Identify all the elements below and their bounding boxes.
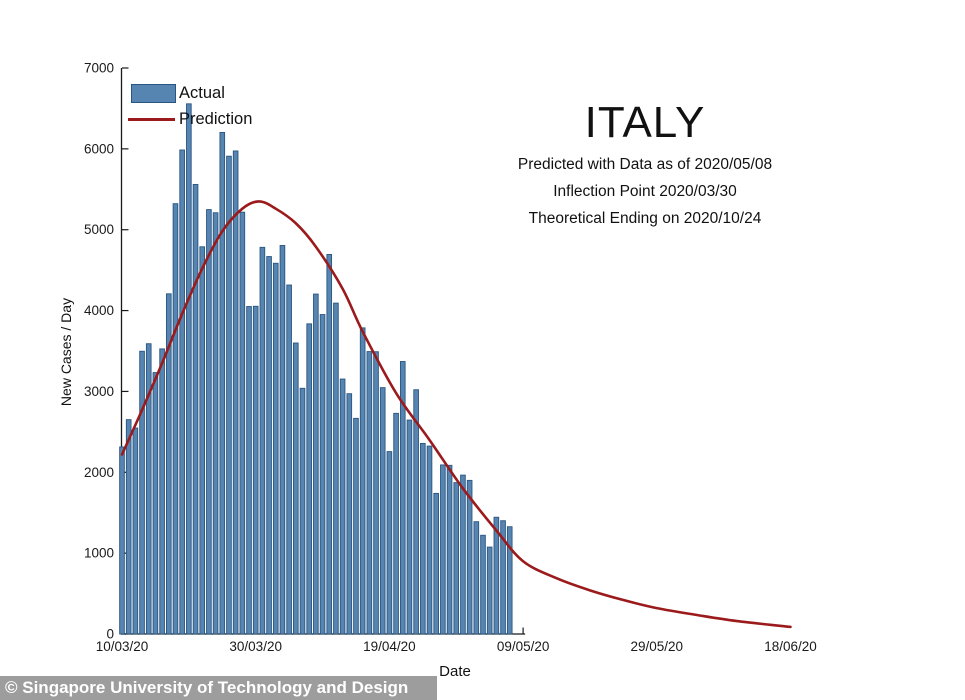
- y-tick-label: 6000: [84, 141, 114, 156]
- x-axis-title: Date: [439, 663, 471, 680]
- bar-actual-19: [246, 306, 252, 635]
- bar-actual-58: [506, 526, 513, 635]
- bar-actual-48: [440, 464, 446, 635]
- bar-actual-56: [493, 516, 500, 635]
- chart-title: ITALY: [584, 98, 706, 147]
- legend-prediction-line: [128, 118, 175, 121]
- x-tick-label: 30/03/20: [229, 639, 282, 654]
- bar-actual-1: [125, 419, 132, 635]
- y-tick-label: 0: [106, 627, 114, 642]
- bar-actual-16: [226, 155, 232, 635]
- bar-actual-54: [480, 534, 486, 635]
- y-tick-label: 5000: [84, 222, 114, 237]
- bar-actual-38: [373, 351, 379, 635]
- bar-actual-14: [212, 212, 219, 635]
- bar-actual-33: [339, 378, 346, 635]
- bar-actual-32: [333, 302, 339, 635]
- bar-actual-20: [252, 305, 259, 635]
- y-tick-label: 3000: [84, 384, 114, 399]
- bar-actual-5: [152, 372, 159, 635]
- bar-actual-36: [359, 327, 366, 635]
- bar-actual-29: [313, 293, 319, 635]
- bar-actual-52: [466, 479, 473, 635]
- bar-actual-23: [272, 262, 279, 635]
- legend-actual-swatch: [131, 84, 176, 103]
- bar-actual-34: [346, 393, 353, 635]
- bar-actual-15: [219, 131, 226, 635]
- bar-actual-8: [172, 203, 179, 635]
- bar-actual-25: [286, 284, 292, 635]
- bar-actual-39: [379, 387, 386, 635]
- bar-actual-40: [386, 451, 393, 635]
- y-tick-label: 2000: [84, 465, 114, 480]
- bar-actual-7: [165, 293, 172, 635]
- bar-actual-30: [319, 314, 326, 635]
- bar-actual-44: [413, 389, 419, 635]
- bar-actual-24: [279, 245, 286, 635]
- subtitle-inflection-point: Inflection Point 2020/03/30: [553, 183, 737, 200]
- bar-actual-57: [500, 520, 506, 635]
- subtitle-data-as-of: Predicted with Data as of 2020/05/08: [517, 156, 773, 173]
- bar-actual-31: [326, 254, 333, 635]
- bar-actual-21: [259, 246, 266, 635]
- bar-actual-9: [179, 149, 185, 635]
- bar-actual-51: [460, 474, 466, 635]
- bar-actual-10: [186, 103, 192, 635]
- bar-actual-27: [299, 387, 306, 635]
- bar-actual-3: [139, 350, 145, 635]
- prediction-curve: [120, 200, 792, 629]
- bar-actual-6: [159, 348, 165, 635]
- bar-actual-41: [393, 412, 399, 635]
- y-tick-label: 1000: [84, 546, 114, 561]
- x-tick-label: 18/06/20: [764, 639, 817, 654]
- bar-actual-4: [145, 343, 152, 635]
- x-tick-label: 19/04/20: [363, 639, 416, 654]
- bar-actual-49: [446, 464, 453, 635]
- bar-actual-0: [119, 446, 125, 635]
- bar-actual-26: [293, 342, 299, 635]
- bar-actual-13: [206, 209, 212, 635]
- bar-actual-22: [266, 256, 272, 635]
- bar-actual-2: [132, 427, 139, 635]
- chart-subtitles: Predicted with Data as of 2020/05/08 Inf…: [430, 151, 860, 232]
- y-tick-label: 4000: [84, 303, 114, 318]
- bar-actual-47: [433, 492, 439, 635]
- y-tick-label: 7000: [84, 61, 114, 76]
- bar-actual-17: [232, 150, 239, 635]
- bar-actual-35: [353, 417, 359, 635]
- bar-actual-18: [239, 211, 246, 635]
- attribution-banner: © Singapore University of Technology and…: [0, 676, 437, 700]
- x-tick-label: 10/03/20: [96, 639, 149, 654]
- bar-actual-37: [366, 351, 373, 635]
- bar-actual-45: [420, 442, 426, 635]
- bar-actual-42: [399, 361, 406, 635]
- subtitle-theoretical-ending: Theoretical Ending on 2020/10/24: [528, 210, 762, 227]
- x-tick-label: 09/05/20: [497, 639, 550, 654]
- bar-actual-50: [453, 482, 460, 635]
- bar-actual-11: [192, 183, 199, 635]
- bar-actual-12: [199, 246, 206, 635]
- legend-prediction-label: Prediction: [179, 110, 253, 128]
- bar-actual-46: [426, 445, 433, 635]
- x-tick-label: 29/05/20: [631, 639, 684, 654]
- bar-actual-43: [406, 419, 413, 635]
- bar-actual-53: [473, 521, 480, 635]
- bar-actual-28: [306, 323, 312, 635]
- legend-actual-label: Actual: [179, 84, 225, 102]
- bar-actual-55: [486, 546, 493, 635]
- y-axis-title: New Cases / Day: [58, 297, 74, 407]
